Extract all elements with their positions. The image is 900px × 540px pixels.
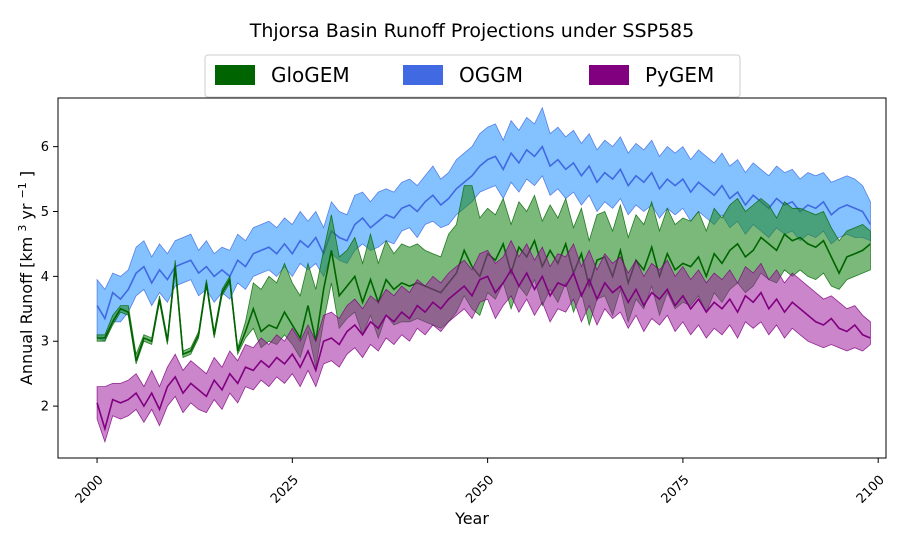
y-axis-label-sup-km: 3	[16, 225, 29, 232]
x-tick-label: 2100	[854, 473, 888, 507]
legend-swatch-pygem	[589, 65, 629, 85]
x-tick-label: 2000	[73, 473, 107, 507]
legend-swatch-oggm	[403, 65, 443, 85]
x-tick-label: 2025	[268, 473, 302, 507]
chart-title: Thjorsa Basin Runoff Projections under S…	[249, 20, 695, 42]
x-tick-label: 2050	[463, 473, 497, 507]
line-pygem	[96, 268, 871, 432]
legend: GloGEM OGGM PyGEM	[204, 54, 741, 98]
y-tick-label: 3	[41, 335, 49, 350]
legend-swatch-glogem	[215, 65, 255, 85]
y-axis-label-end: ]	[17, 171, 36, 177]
plot-frame	[57, 97, 887, 459]
y-tick-label: 4	[41, 270, 49, 285]
y-tick-label: 5	[41, 205, 49, 220]
band-pygem	[96, 239, 871, 444]
legend-label-oggm: OGGM	[459, 63, 523, 87]
series-layer	[96, 106, 872, 444]
y-axis-label: Annual Runoff [km 3 yr −1 ]	[11, 171, 36, 385]
x-axis-label: Year	[454, 509, 489, 528]
legend-label-glogem: GloGEM	[271, 63, 350, 87]
x-tick-label: 2075	[659, 473, 693, 507]
y-axis-label-mid: yr	[17, 203, 36, 219]
line-oggm	[96, 145, 872, 321]
legend-label-pygem: PyGEM	[645, 63, 714, 87]
y-tick-label: 2	[41, 400, 49, 415]
y-axis-label-main: Annual Runoff [km	[17, 237, 36, 385]
y-axis-label-sup-yr: −1	[16, 182, 29, 198]
y-tick-label: 6	[41, 140, 49, 155]
